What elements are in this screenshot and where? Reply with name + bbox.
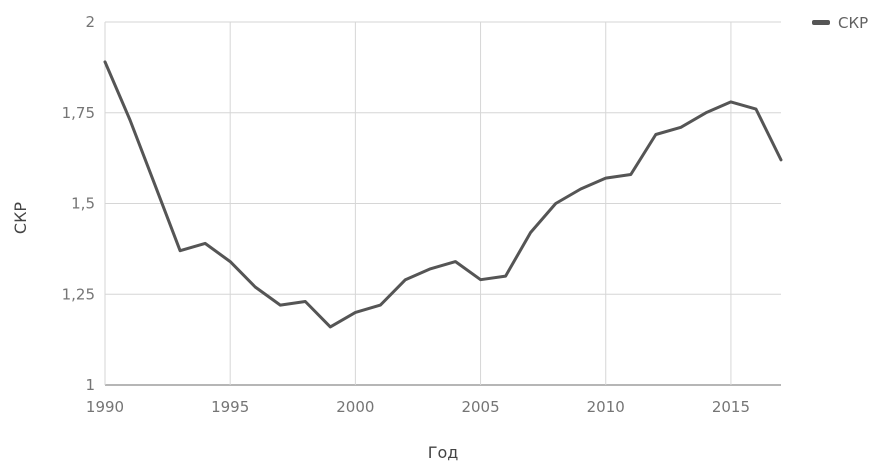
- legend-swatch: [812, 20, 830, 25]
- y-tick-label: 1,25: [62, 285, 95, 303]
- x-axis-title: Год: [428, 443, 459, 462]
- y-tick-label: 1,75: [62, 104, 95, 122]
- y-tick-label: 1,5: [71, 195, 95, 213]
- y-tick-label: 1: [85, 376, 95, 394]
- x-tick-label: 2015: [712, 398, 750, 416]
- x-tick-label: 2000: [336, 398, 374, 416]
- y-axis-title: СКР: [11, 202, 30, 235]
- y-tick-label: 2: [85, 13, 95, 31]
- x-tick-label: 1995: [211, 398, 249, 416]
- x-tick-label: 1990: [86, 398, 124, 416]
- series-line: [103, 60, 783, 329]
- x-axis-ticks: 1990 1995 2000 2005 2010 2015: [86, 398, 750, 416]
- x-tick-label: 2010: [587, 398, 625, 416]
- y-axis-ticks: 1 1,25 1,5 1,75 2: [62, 13, 95, 394]
- legend: СКР: [812, 14, 868, 32]
- x-tick-label: 2005: [461, 398, 499, 416]
- legend-label: СКР: [838, 14, 868, 32]
- grid: [104, 21, 781, 386]
- series-layer: [103, 60, 783, 329]
